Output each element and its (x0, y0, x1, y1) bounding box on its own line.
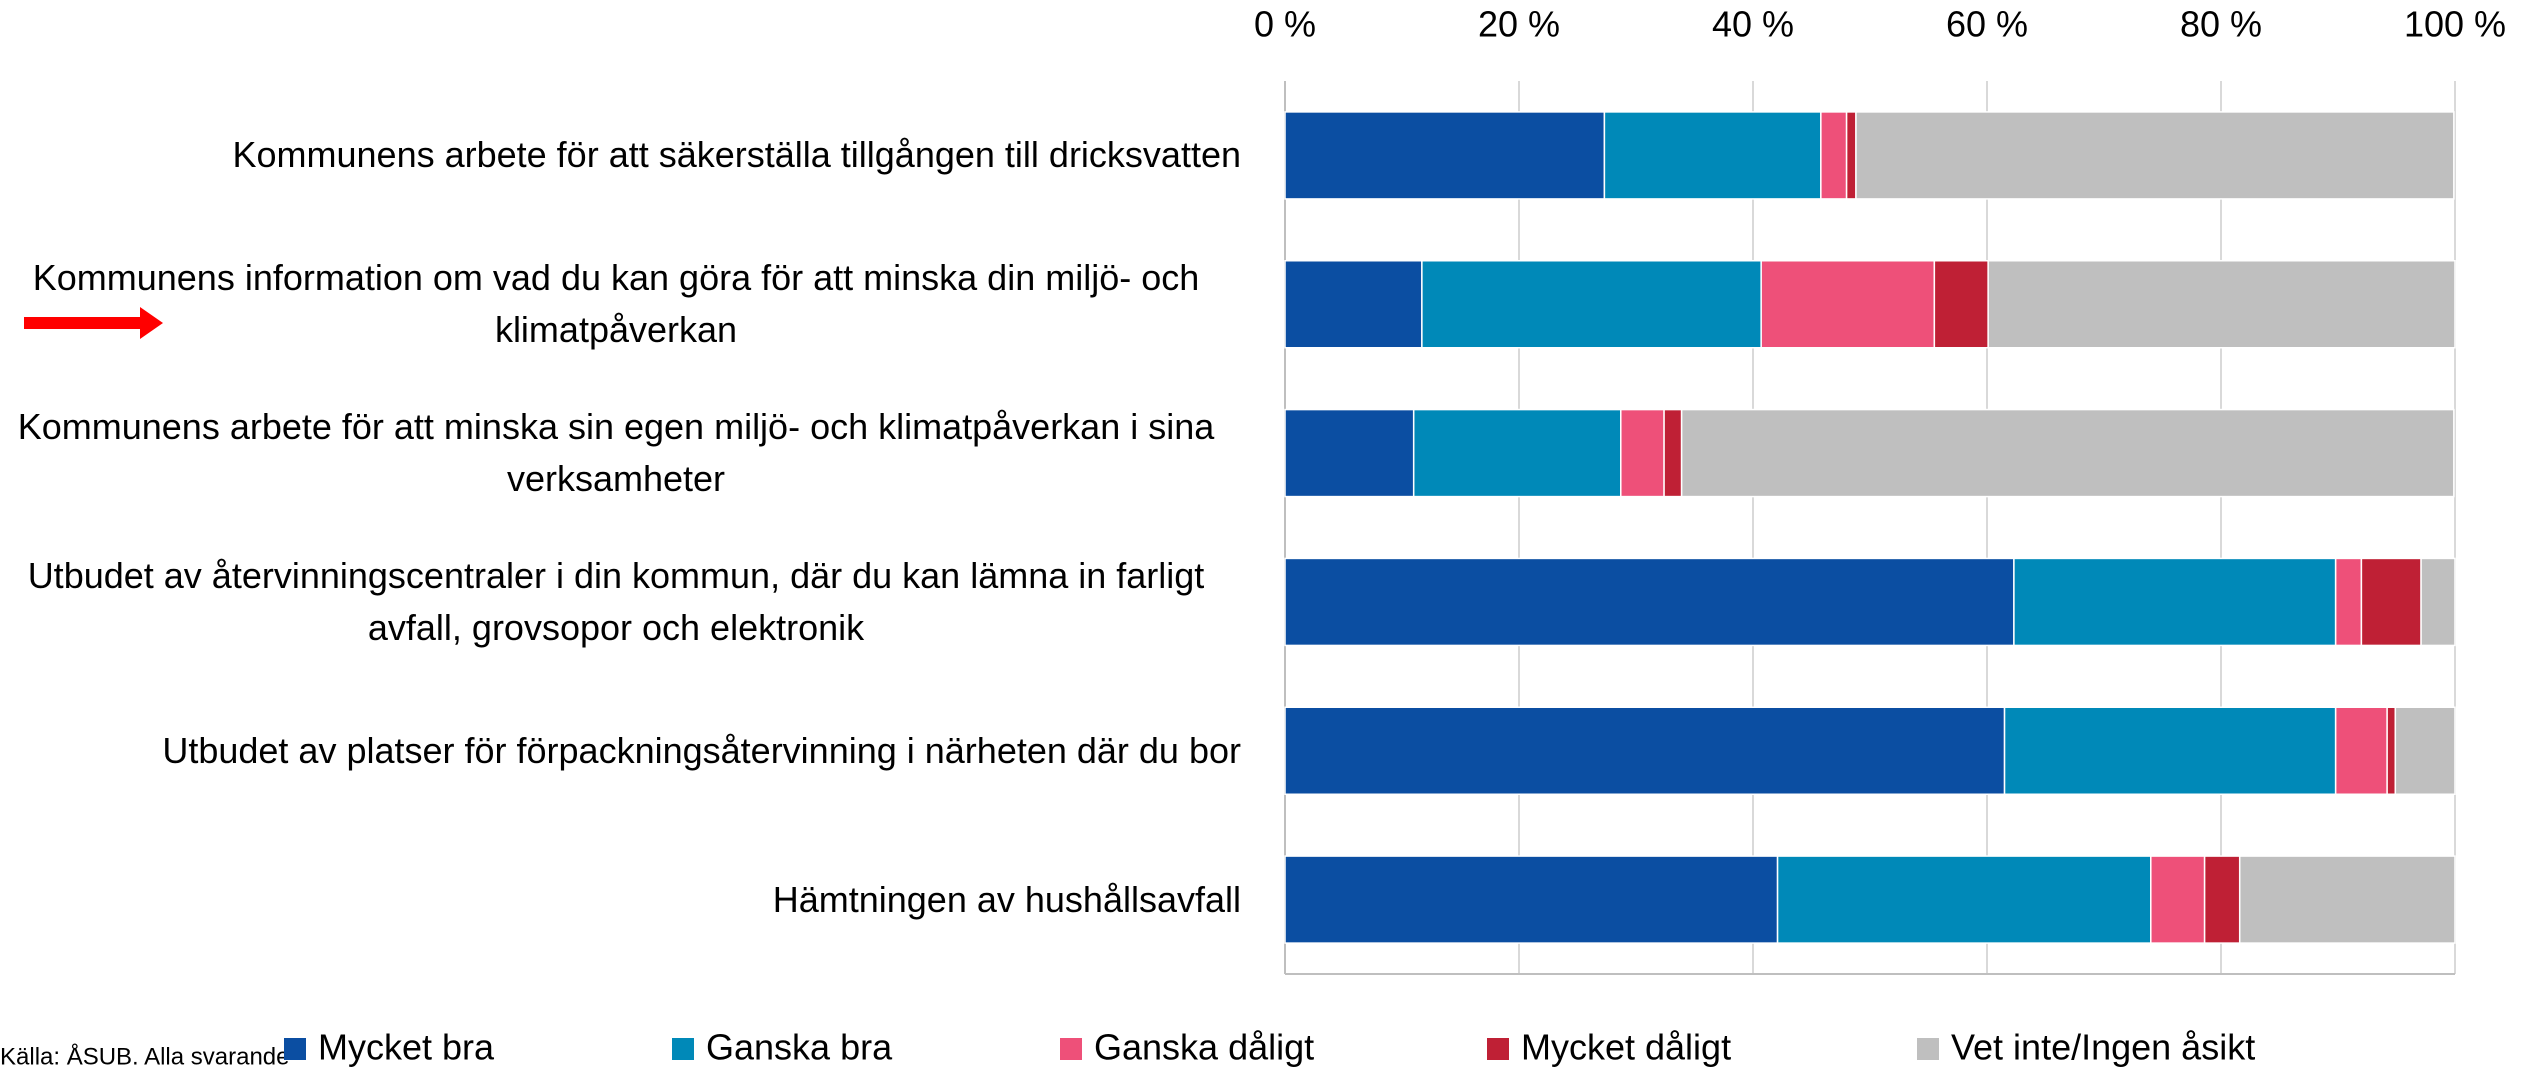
bar-segment (2238, 855, 2456, 944)
bar-segment (2334, 706, 2388, 795)
bar-segment (1284, 111, 1606, 200)
source: Källa: ÅSUB. Alla svarande (0, 1042, 290, 1068)
bar-segment (2013, 557, 2337, 647)
category-text: Utbudet av återvinningscentraler i din k… (27, 554, 1205, 648)
x-tick-label: 60 % (1946, 4, 2028, 45)
bar-segment (1284, 408, 1415, 498)
legend-swatch (1060, 1038, 1082, 1060)
bar-segment (1663, 408, 1683, 498)
category-text: Kommunens arbete för att minska sin egen… (17, 406, 1215, 500)
arrow (24, 307, 163, 339)
x-tick-label: 80 % (2180, 4, 2262, 45)
bar-segment (2394, 706, 2456, 795)
x-tick-label: 100 % (2404, 4, 2506, 45)
legend-swatch (1487, 1038, 1509, 1060)
category-text: Utbudet av platser för förpackningsåterv… (162, 729, 1241, 771)
legend-swatch (1917, 1038, 1939, 1060)
bar-segment (1760, 260, 1936, 349)
bar-segment (1987, 260, 2456, 349)
legend-label: Mycket dåligt (1521, 1027, 1731, 1068)
bar-segment (1933, 260, 1989, 349)
bar-segment (2334, 557, 2363, 647)
category-label: Kommunens arbete för att minska sin egen… (0, 401, 1241, 505)
category-label: Utbudet av platser för förpackningsåterv… (0, 725, 1241, 777)
legend-label: Vet inte/Ingen åsikt (1951, 1027, 2255, 1068)
category-label: Kommunens arbete för att säkerställa til… (0, 129, 1242, 181)
bar-segment (1603, 111, 1822, 200)
bar-segment (2003, 706, 2337, 795)
category-label: Utbudet av återvinningscentraler i din k… (0, 550, 1241, 654)
legend-label: Ganska bra (706, 1027, 893, 1068)
bar-segment (2360, 557, 2422, 647)
legend-label: Mycket bra (318, 1027, 495, 1068)
category-label: Kommunens information om vad du kan göra… (0, 252, 1241, 356)
bar-segment (1845, 111, 1857, 200)
category-text: Kommunens arbete för att säkerställa til… (232, 134, 1242, 176)
x-tick-label: 0 % (1254, 4, 1316, 45)
legend-swatch (284, 1038, 306, 1060)
bar-segment (1284, 855, 1779, 944)
category-text: Hämtningen av hushållsavfall (772, 878, 1241, 920)
bar-segment (1412, 408, 1622, 498)
x-tick-label: 40 % (1712, 4, 1794, 45)
bar-segment (2150, 855, 2206, 944)
bar-segment (1421, 260, 1762, 349)
bar-segment (1855, 111, 2455, 200)
bar-segment (1820, 111, 1848, 200)
bar-segment (1284, 706, 2006, 795)
x-tick-label: 20 % (1478, 4, 1560, 45)
bar-segment (1284, 260, 1423, 349)
bar-segment (1776, 855, 2152, 944)
bar-segment (1284, 557, 2015, 647)
legend-swatch (672, 1038, 694, 1060)
bar-segment (2420, 557, 2456, 647)
bar-segment (1680, 408, 2455, 498)
bar-segment (2203, 855, 2241, 944)
category-label: Hämtningen av hushållsavfall (0, 874, 1241, 926)
category-text: Kommunens information om vad du kan göra… (32, 257, 1200, 351)
legend-label: Ganska dåligt (1094, 1027, 1314, 1068)
bar-segment (1620, 408, 1665, 498)
bar-segment (2386, 706, 2397, 795)
